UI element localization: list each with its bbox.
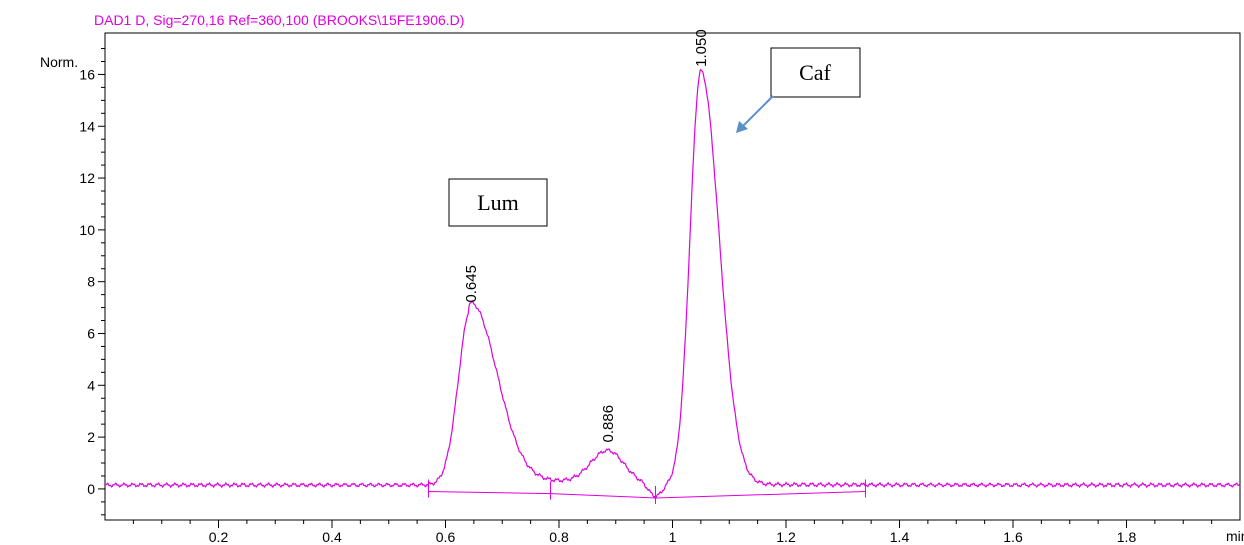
signal-title: DAD1 D, Sig=270,16 Ref=360,100 (BROOKS\1…	[94, 12, 464, 28]
peak-rt-label: 0.886	[600, 405, 617, 443]
x-tick-label: 1.8	[1117, 529, 1137, 545]
y-tick-label: 16	[79, 66, 95, 82]
x-tick-label: 0.4	[322, 529, 342, 545]
y-axis-ticks: 0 2 4 6 8 10 12 14 16	[79, 48, 105, 516]
y-tick-label: 14	[79, 118, 95, 134]
integration-baseline	[427, 479, 866, 504]
lum-label-box	[448, 178, 548, 227]
y-axis-label: Norm.	[40, 54, 78, 70]
y-tick-label: 4	[87, 377, 95, 393]
x-axis-ticks: 0.2 0.4 0.6 0.8 1 1.2 1.4 1.6 1.8	[132, 520, 1213, 545]
x-axis-label: min	[1226, 528, 1244, 544]
caf-arrow-head	[736, 121, 748, 133]
caf-label-box	[770, 47, 861, 98]
lum-label-text: Lum	[477, 190, 519, 215]
y-tick-label: 6	[87, 325, 95, 341]
caf-annotation: Caf	[736, 47, 861, 133]
peak-labels: 0.645 0.886 1.050	[463, 29, 710, 442]
integration-baseline-line	[428, 491, 866, 499]
y-tick-label: 12	[79, 170, 95, 186]
x-tick-label: 1	[669, 529, 677, 545]
y-tick-label: 0	[87, 481, 95, 497]
x-tick-label: 0.8	[549, 529, 569, 545]
x-tick-label: 1.6	[1003, 529, 1023, 545]
signal-trace	[104, 68, 1241, 499]
caf-label-text: Caf	[799, 60, 831, 85]
y-tick-label: 2	[87, 429, 95, 445]
peak-rt-label: 1.050	[693, 29, 710, 67]
x-tick-label: 1.4	[890, 529, 910, 545]
x-tick-label: 0.6	[436, 529, 456, 545]
y-tick-label: 10	[79, 222, 95, 238]
x-tick-label: 1.2	[776, 529, 796, 545]
signal-trace-layer	[104, 68, 1241, 499]
peak-rt-label: 0.645	[463, 265, 480, 303]
x-tick-label: 0.2	[209, 529, 229, 545]
caf-arrow-line	[740, 95, 774, 129]
plot-frame	[104, 32, 1241, 521]
lum-annotation: Lum	[448, 178, 548, 227]
y-tick-label: 8	[87, 274, 95, 290]
